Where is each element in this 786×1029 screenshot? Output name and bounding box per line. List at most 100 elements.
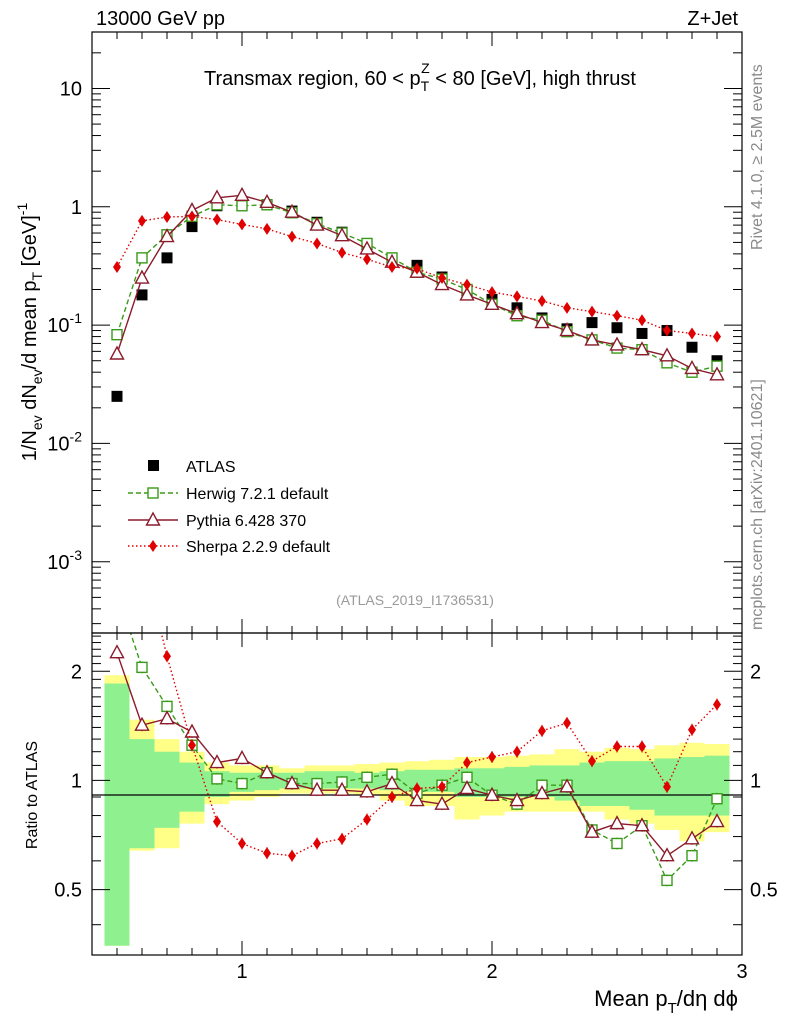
ratio-band-inner-segment bbox=[129, 739, 155, 849]
sherpa-main-point bbox=[288, 230, 296, 243]
pythia-ratio-point bbox=[209, 754, 225, 769]
pythia-ratio-point bbox=[484, 786, 500, 801]
pythia-ratio-point bbox=[559, 778, 575, 793]
sherpa-main-point bbox=[113, 260, 121, 273]
ratio-uncertainty-bands bbox=[104, 675, 730, 946]
sherpa-ratio-point bbox=[263, 847, 271, 860]
ratio-band-inner-segment bbox=[404, 769, 430, 792]
axis-tick-labels: 1 2 3 10-3 10-2 10-1 1 10 0.5 0.5 1 1 2 2 bbox=[47, 78, 778, 983]
atlas-data-point bbox=[161, 252, 173, 264]
pythia-main-point bbox=[309, 216, 325, 231]
pythia-main-point bbox=[284, 203, 300, 218]
pythia-ratio-point bbox=[684, 830, 700, 845]
pythia-main-point bbox=[509, 305, 525, 320]
plot-title: Transmax region, 60 < pTZ < 80 [GeV], hi… bbox=[204, 60, 636, 94]
sherpa-ratio-point bbox=[538, 724, 546, 737]
pythia-main-point bbox=[659, 347, 675, 362]
pythia-ratio-point bbox=[309, 781, 325, 796]
ratio-y-tick-label-left: 2 bbox=[71, 661, 82, 683]
legend: ATLAS Herwig 7.2.1 default Pythia 6.428 … bbox=[128, 459, 331, 556]
pythia-ratio-point bbox=[159, 710, 175, 725]
sherpa-main-point bbox=[613, 309, 621, 322]
sherpa-main-point bbox=[138, 214, 146, 227]
sherpa-main-point bbox=[388, 260, 396, 273]
pythia-ratio-point bbox=[334, 781, 350, 796]
ratio-band-inner-segment bbox=[679, 757, 705, 816]
sherpa-main-point bbox=[338, 246, 346, 259]
rivet-version-label: Rivet 4.1.0, ≥ 2.5M events bbox=[749, 64, 766, 250]
sherpa-main-point bbox=[263, 222, 271, 235]
sherpa-main-point bbox=[363, 253, 371, 266]
pythia-ratio-point bbox=[359, 783, 375, 798]
ratio-y-tick-label-left: 0.5 bbox=[54, 880, 82, 902]
x-tick-label: 1 bbox=[236, 961, 247, 983]
sherpa-ratio-point bbox=[613, 740, 621, 753]
sherpa-ratio-point bbox=[488, 751, 496, 764]
sherpa-ratio-point bbox=[188, 739, 196, 752]
pythia-ratio-point bbox=[659, 847, 675, 862]
sherpa-main-point bbox=[463, 278, 471, 291]
sherpa-ratio-point bbox=[388, 791, 396, 804]
sherpa-ratio-point bbox=[213, 815, 221, 828]
sherpa-ratio-point bbox=[663, 780, 671, 793]
herwig-main-point bbox=[111, 328, 123, 341]
atlas-data-point bbox=[686, 341, 698, 353]
pythia-ratio-point bbox=[409, 792, 425, 807]
legend-label-herwig: Herwig 7.2.1 default bbox=[186, 486, 329, 503]
herwig-ratio-point bbox=[136, 661, 148, 674]
ratio-y-tick-label-right: 2 bbox=[750, 661, 761, 683]
sherpa-main-point bbox=[638, 314, 646, 327]
main-y-tick-label: 10-2 bbox=[47, 428, 82, 455]
sherpa-main-point bbox=[513, 290, 521, 303]
pythia-main-point bbox=[134, 269, 150, 284]
pythia-ratio-point bbox=[634, 817, 650, 832]
ratio-band-inner-segment bbox=[629, 761, 655, 810]
pythia-main-point bbox=[584, 331, 600, 346]
sherpa-ratio-point bbox=[338, 832, 346, 845]
herwig-ratio-point bbox=[611, 837, 623, 850]
sherpa-main-point bbox=[238, 218, 246, 231]
ratio-band-inner-segment bbox=[104, 683, 130, 946]
legend-marker-pythia bbox=[145, 511, 161, 526]
pythia-ratio-point bbox=[109, 644, 125, 659]
herwig-ratio-point bbox=[711, 793, 723, 805]
axis-ticks bbox=[91, 31, 743, 955]
sherpa-main-point bbox=[563, 301, 571, 314]
sherpa-ratio-point bbox=[113, 378, 121, 390]
sherpa-main-point bbox=[538, 294, 546, 307]
sherpa-main-point bbox=[213, 213, 221, 226]
legend-label-sherpa: Sherpa 2.2.9 default bbox=[186, 539, 331, 556]
analysis-id-watermark: (ATLAS_2019_I1736531) bbox=[336, 592, 494, 608]
sherpa-ratio-point bbox=[588, 755, 596, 768]
atlas-data-point bbox=[586, 317, 598, 329]
ratio-band-inner-segment bbox=[704, 755, 730, 816]
atlas-data-point bbox=[136, 289, 148, 301]
pythia-ratio-point bbox=[184, 723, 200, 738]
x-tick-label: 2 bbox=[486, 961, 497, 983]
atlas-data-point bbox=[611, 322, 623, 334]
sherpa-ratio-point bbox=[238, 837, 246, 850]
atlas-data-point bbox=[636, 327, 648, 339]
herwig-main-point bbox=[136, 252, 148, 264]
main-y-tick-label: 10-1 bbox=[47, 310, 82, 337]
legend-label-atlas: ATLAS bbox=[186, 459, 236, 476]
pythia-ratio-point bbox=[134, 716, 150, 731]
sherpa-ratio-point bbox=[438, 780, 446, 793]
pythia-ratio-point bbox=[384, 775, 400, 790]
legend-label-pythia: Pythia 6.428 370 bbox=[186, 513, 306, 530]
pythia-main-line bbox=[116, 194, 718, 376]
pythia-main-point bbox=[334, 227, 350, 242]
pythia-ratio-point bbox=[584, 823, 600, 838]
pythia-main-point bbox=[209, 189, 225, 204]
ratio-band-inner-segment bbox=[179, 762, 205, 812]
herwig-main-point bbox=[236, 200, 248, 212]
pythia-main-point bbox=[159, 228, 175, 243]
sherpa-main-point bbox=[688, 327, 696, 340]
legend-marker-herwig bbox=[147, 487, 159, 499]
mcplots-reference-label: mcplots.cern.ch [arXiv:2401.10621] bbox=[749, 379, 766, 630]
pythia-main-point bbox=[559, 322, 575, 337]
sherpa-ratio-point bbox=[413, 782, 421, 795]
pythia-ratio-point bbox=[434, 795, 450, 810]
main-y-tick-label: 1 bbox=[71, 197, 82, 219]
pythia-main-point bbox=[609, 336, 625, 351]
